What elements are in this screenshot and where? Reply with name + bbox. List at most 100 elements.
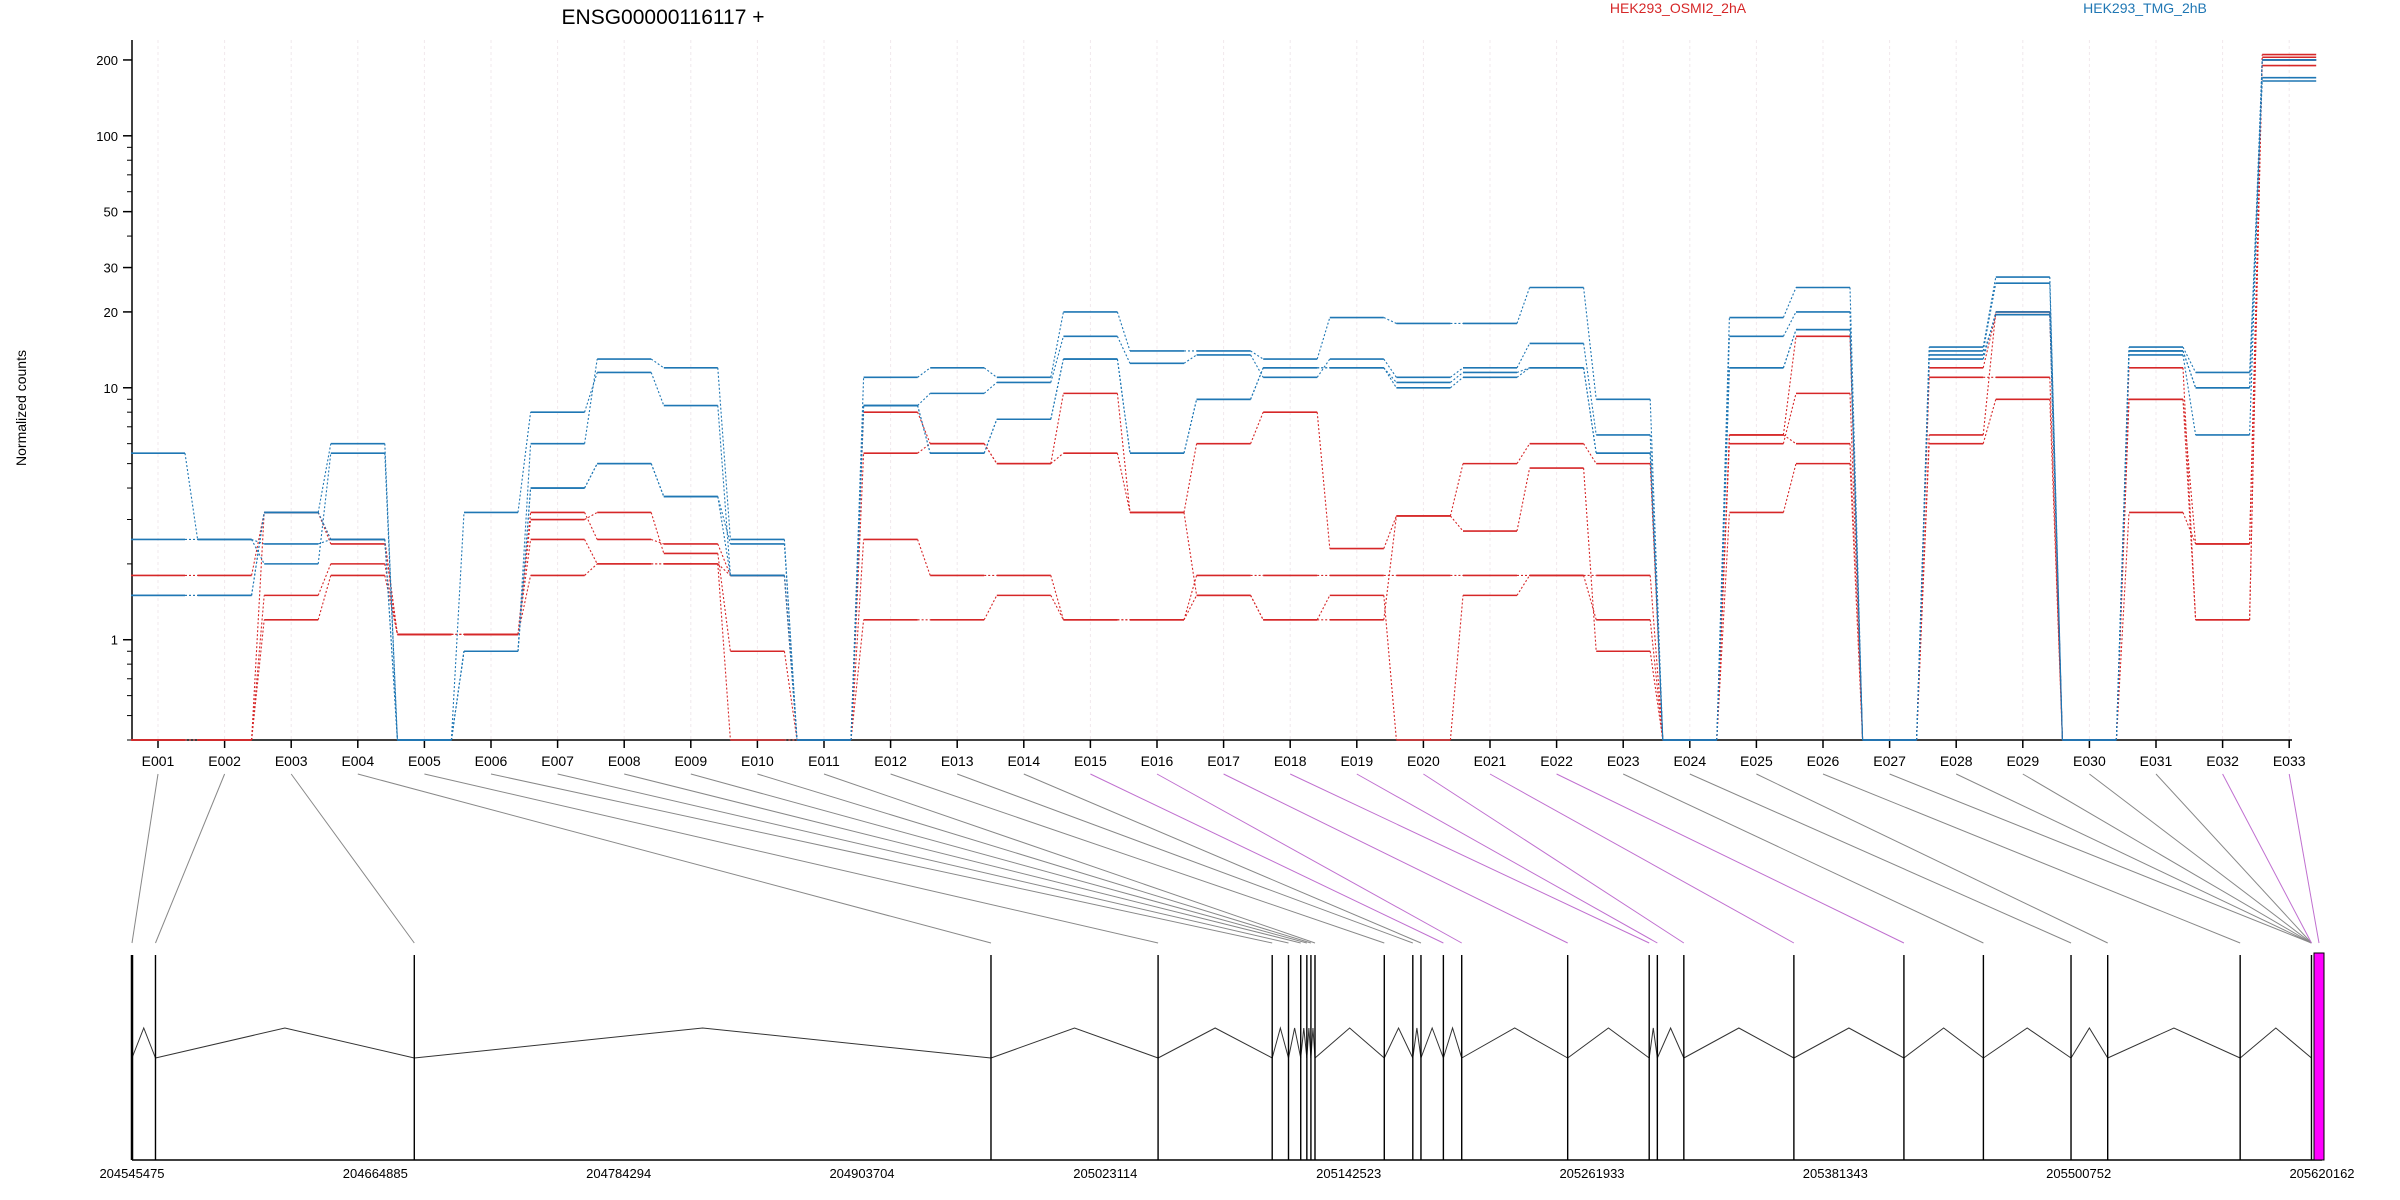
- exon-transition: [1516, 443, 1531, 464]
- exon-connector: [1556, 773, 1905, 944]
- exon-transition: [651, 538, 664, 545]
- exon-transition: [1649, 575, 1664, 741]
- exon-label: E006: [475, 753, 508, 769]
- intron-line: [1793, 1027, 1905, 1059]
- exon-label: E031: [2140, 753, 2173, 769]
- exon-transition: [1450, 367, 1464, 378]
- exon-transition: [1583, 343, 1597, 435]
- genome-tick-label: 205620162: [2289, 1166, 2354, 1181]
- exon-transition: [983, 443, 998, 464]
- exon-connector: [357, 773, 992, 944]
- exon-transition: [384, 443, 398, 741]
- y-tick-label: 30: [104, 261, 118, 276]
- exon-transition: [1982, 311, 1997, 435]
- genome-tick-label: 205500752: [2046, 1166, 2111, 1181]
- exon-label: E018: [1274, 753, 1307, 769]
- chart-title: ENSG00000116117 +: [562, 6, 765, 29]
- exon-transition: [783, 651, 798, 741]
- legend-entry-tmg: HEK293_TMG_2hB: [2083, 0, 2207, 16]
- exon-connector: [1756, 773, 2108, 944]
- intron-line: [2239, 1027, 2312, 1059]
- exon-label: E010: [741, 753, 774, 769]
- exon-transition: [384, 539, 398, 741]
- exon-connector: [1489, 773, 1795, 944]
- exon-transition: [1116, 336, 1131, 364]
- y-tick-label: 1: [111, 633, 118, 648]
- exon-transition: [1449, 463, 1464, 517]
- exon-transition: [983, 595, 998, 621]
- exon-label: E026: [1807, 753, 1840, 769]
- exon-transition: [1516, 467, 1531, 532]
- exon-transition: [251, 512, 265, 741]
- exon-label: E002: [208, 753, 241, 769]
- exon-transition: [1916, 354, 1930, 741]
- y-axis: 1 10 20 30 50 100 200: [96, 40, 133, 741]
- exon-connector: [2288, 773, 2320, 944]
- exon-transition: [650, 372, 665, 406]
- gene-model: 204545475 204664885 204784294 204903704 2050…: [99, 952, 2355, 1181]
- exon-connector: [1822, 773, 2241, 944]
- exon-label: E020: [1407, 753, 1440, 769]
- exon-connector: [290, 773, 415, 944]
- genome-tick-label: 204545475: [99, 1166, 164, 1181]
- exon-transition: [1716, 367, 1730, 741]
- exon-transition: [1450, 372, 1464, 383]
- exon-label: E027: [1873, 753, 1906, 769]
- vertical-gridlines: [157, 40, 2290, 740]
- exon-label: E012: [874, 753, 907, 769]
- exon-transition: [584, 372, 598, 413]
- exon-transition: [2049, 377, 2063, 741]
- exon-transition: [1782, 336, 1797, 435]
- exon-label: E028: [1940, 753, 1973, 769]
- exon-transition: [1050, 336, 1064, 383]
- exon-transition: [717, 553, 731, 652]
- exon-connector: [1156, 773, 1462, 944]
- exon-connector: [490, 773, 1273, 944]
- exon-transition: [2182, 350, 2197, 388]
- exon-label: E017: [1207, 753, 1240, 769]
- exon-transition: [1516, 367, 1530, 378]
- exon-transition: [1649, 651, 1664, 741]
- genome-tick-label: 205023114: [1073, 1166, 1137, 1181]
- exon-label: E016: [1141, 753, 1174, 769]
- exon-connector: [2022, 773, 2312, 944]
- exon-transition: [850, 539, 865, 741]
- exon-connector: [557, 773, 1289, 944]
- genome-tick-label: 205381343: [1803, 1166, 1868, 1181]
- exon-transition: [1050, 311, 1064, 378]
- x-axis: E001 E002 E003 E004 E005 E006 E007 E008 E009 E010…: [132, 739, 2306, 769]
- intron-line: [155, 1027, 415, 1059]
- exon-transition: [1916, 350, 1930, 741]
- exon-transition: [2249, 59, 2263, 388]
- genome-tick-label: 205261933: [1559, 1166, 1624, 1181]
- exon-transition: [1516, 287, 1531, 324]
- exon-transition: [450, 651, 465, 741]
- exon-transition: [1183, 575, 1198, 620]
- exon-transition: [2182, 512, 2197, 545]
- exon-transition: [1116, 393, 1131, 513]
- exon-connector-lines: [131, 773, 2320, 944]
- exon-connector: [1356, 773, 1658, 944]
- exon-transition: [1116, 311, 1131, 352]
- exon-transition: [1516, 575, 1531, 596]
- exon-transition: [1583, 287, 1597, 400]
- exon-label: E015: [1074, 753, 1107, 769]
- exon-transition: [717, 367, 731, 540]
- intron-line: [1412, 1027, 1422, 1059]
- intron-line: [1420, 1026, 1444, 1059]
- exon-transition: [1250, 367, 1264, 400]
- intron-line: [2107, 1027, 2241, 1059]
- exon-transition: [584, 358, 598, 444]
- exon-transition: [1649, 434, 1664, 741]
- exon-transition: [917, 367, 931, 378]
- exon-transition: [1716, 317, 1730, 741]
- exon-label: E022: [1540, 753, 1573, 769]
- y-tick-label: 10: [104, 381, 118, 396]
- exon-label: E009: [674, 753, 707, 769]
- exon-transition: [1316, 317, 1331, 360]
- intron-line: [1903, 1027, 1984, 1059]
- series-line: [131, 59, 2317, 741]
- legend-entry-osmi2: HEK293_OSMI2_2hA: [1610, 0, 1747, 16]
- intron-line: [1648, 1027, 1658, 1059]
- exon-transition: [650, 463, 665, 497]
